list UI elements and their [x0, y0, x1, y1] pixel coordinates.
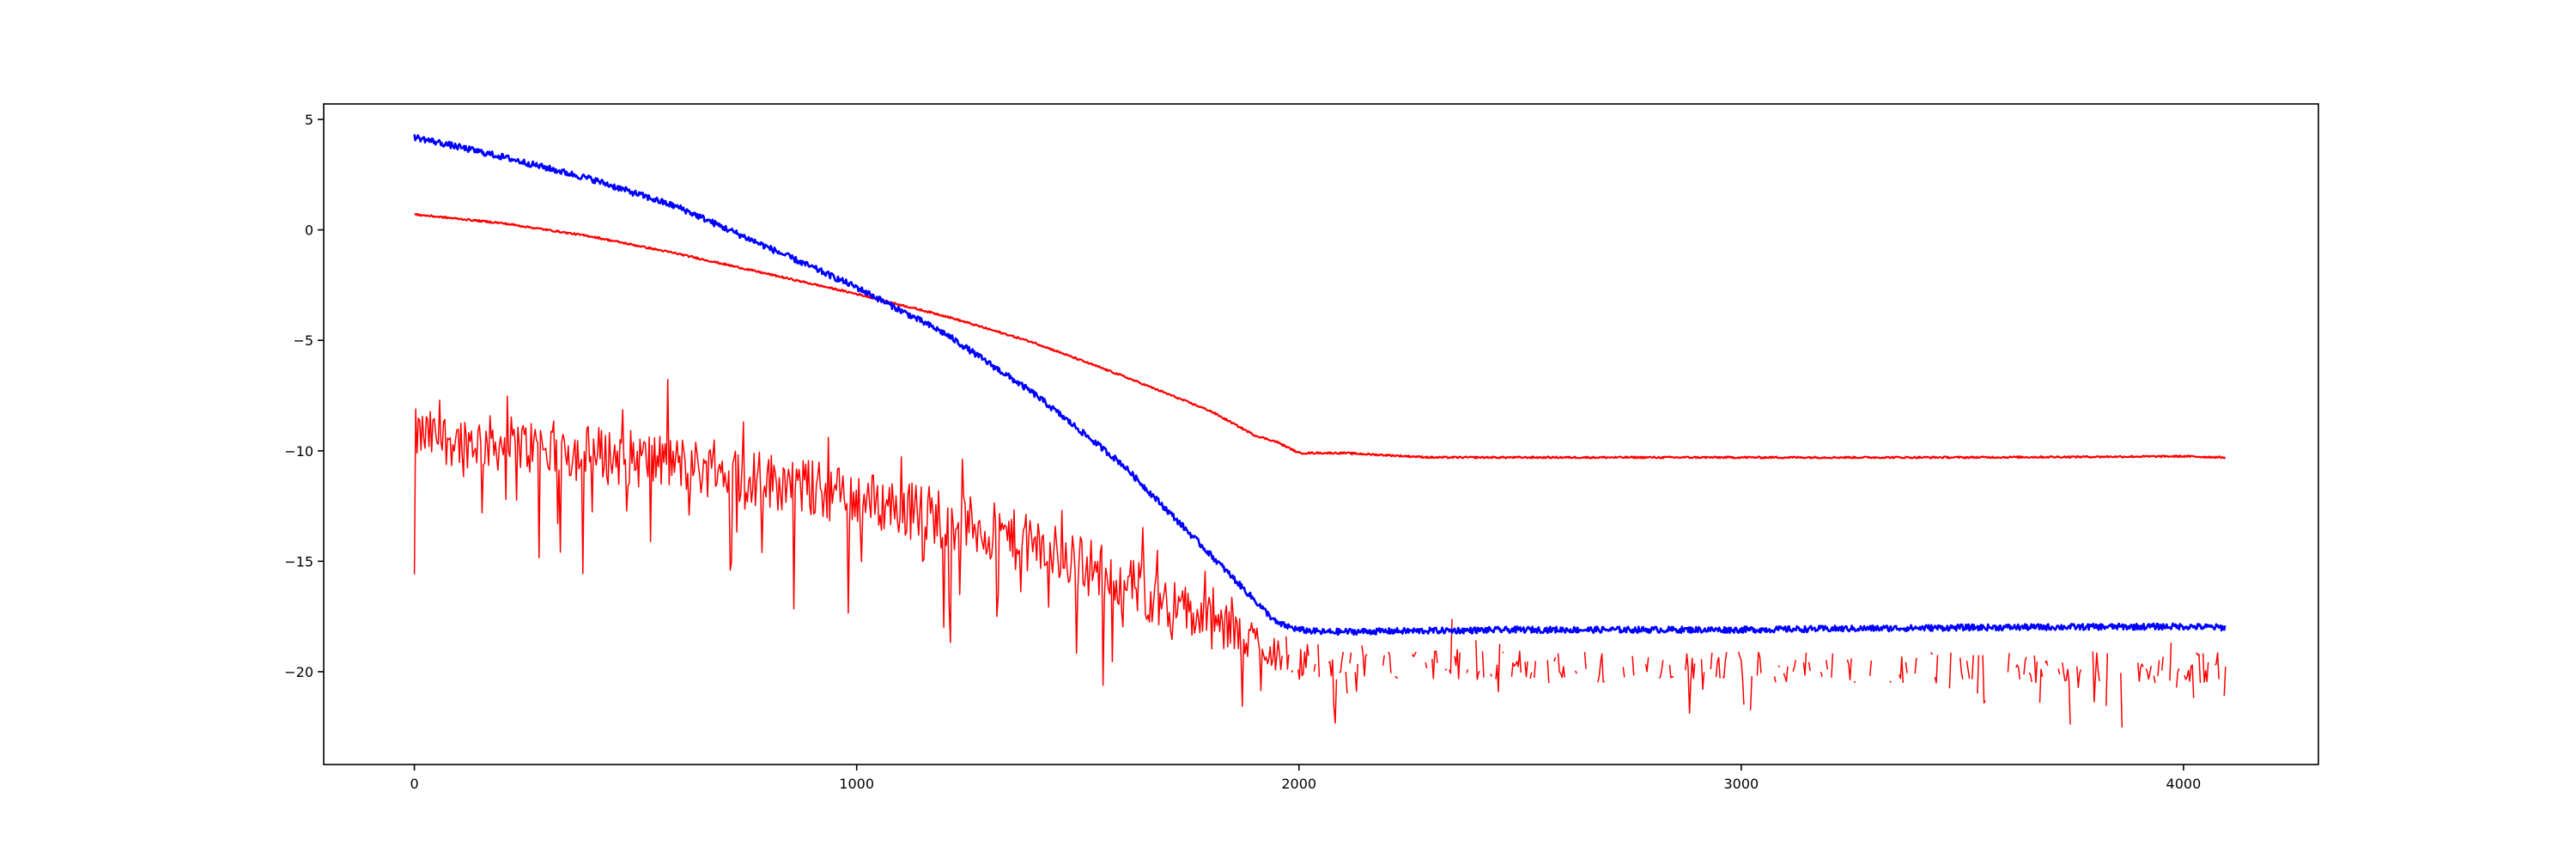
y-axis: 5 0 −5 −10 −15 −20 [284, 112, 324, 680]
y-tick-label: 0 [305, 222, 313, 239]
y-tick-label: −10 [284, 443, 313, 460]
series-layer [413, 134, 2227, 728]
y-tick-label: −15 [284, 553, 313, 570]
x-tick-label: 3000 [1723, 776, 1759, 792]
y-tick-label: −20 [284, 664, 313, 680]
x-tick-label: 2000 [1281, 776, 1316, 792]
axes-frame [323, 103, 2319, 765]
x-axis: 0 1000 2000 3000 4000 [410, 765, 2201, 792]
series-line-blue [413, 134, 2227, 637]
x-tick-label: 1000 [839, 776, 874, 792]
x-tick-label: 0 [410, 776, 418, 792]
series-line-smooth-red [414, 212, 2227, 460]
x-tick-label: 4000 [2166, 776, 2202, 792]
series-line-spiky-red [413, 379, 2227, 728]
y-tick-label: 5 [305, 112, 313, 128]
y-tick-label: −5 [293, 332, 313, 349]
